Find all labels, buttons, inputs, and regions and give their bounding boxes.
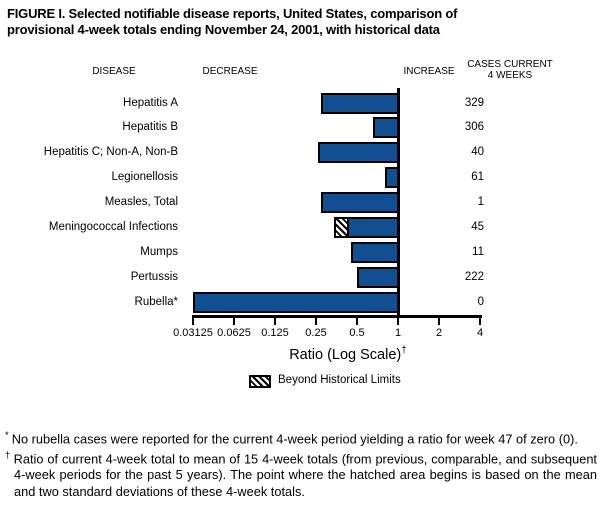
cases-value: 0: [477, 296, 484, 309]
asterisk-marker: *: [5, 430, 9, 441]
disease-label: Rubella*: [134, 296, 178, 309]
cases-value: 40: [471, 146, 484, 159]
header-cases-line1: CASES CURRENT: [467, 59, 553, 70]
axis-tick-label: 0.125: [261, 327, 289, 339]
axis-tick: [479, 318, 481, 325]
axis-tick-label: 0.5: [349, 327, 365, 339]
disease-label: Hepatitis A: [123, 96, 178, 109]
hatch-legend-swatch: [249, 375, 271, 388]
axis-tick-label: 0.0625: [217, 327, 251, 339]
dagger-marker: †: [5, 449, 11, 461]
axis-tick: [397, 318, 399, 325]
axis-tick: [315, 318, 317, 325]
header-decrease: DECREASE: [202, 66, 258, 77]
x-axis-title: Ratio (Log Scale)†: [195, 345, 501, 363]
dagger-superscript: †: [401, 345, 407, 356]
axis-tick: [192, 318, 194, 325]
ratio-bar: [318, 142, 400, 164]
cases-value: 61: [471, 171, 484, 184]
disease-label: Measles, Total: [104, 196, 178, 209]
disease-label: Meningococcal Infections: [48, 221, 178, 234]
ratio-bar: [320, 92, 400, 114]
x-axis-title-text: Ratio (Log Scale): [289, 346, 402, 363]
footnote-rubella: * No rubella cases were reported for the …: [5, 428, 597, 448]
footnote-ratio: † Ratio of current 4-week total to mean o…: [5, 448, 597, 500]
axis-tick-label: 2: [435, 327, 443, 339]
cases-value: 45: [471, 221, 484, 234]
axis-tick-label: 1: [394, 327, 402, 339]
axis-tick: [356, 318, 358, 325]
cases-value: 1: [477, 196, 484, 209]
ratio-one-baseline: [396, 88, 400, 318]
disease-label: Mumps: [140, 246, 178, 259]
cases-value: 329: [464, 96, 484, 109]
header-cases-line2: 4 WEEKS: [487, 69, 533, 81]
header-increase: INCREASE: [403, 66, 455, 77]
footnote-rubella-text: No rubella cases were reported for the c…: [11, 431, 578, 447]
ratio-bar: [357, 267, 400, 289]
figure-title-line2: provisional 4-week totals ending Novembe…: [7, 21, 440, 37]
disease-label: Legionellosis: [111, 171, 179, 184]
legend-label: Beyond Historical Limits: [278, 374, 401, 386]
ratio-bar: [334, 217, 400, 239]
axis-tick: [233, 318, 235, 325]
axis-tick-label: 0.03125: [173, 327, 213, 339]
header-cases-current: CASES CURRENT 4 WEEKS: [465, 59, 555, 81]
x-axis-line: [191, 315, 482, 318]
ratio-bar: [193, 292, 400, 314]
header-disease: DISEASE: [92, 66, 136, 77]
beyond-limits-hatch: [336, 219, 350, 237]
disease-label: Pertussis: [130, 271, 178, 284]
footnotes: * No rubella cases were reported for the …: [5, 428, 597, 500]
cases-value: 11: [472, 246, 484, 259]
disease-label: Hepatitis C; Non-A, Non-B: [43, 146, 178, 159]
figure-title-line1: FIGURE I. Selected notifiable disease re…: [7, 6, 458, 21]
footnote-ratio-text: Ratio of current 4-week total to mean of…: [13, 450, 597, 499]
figure-title: FIGURE I. Selected notifiable disease re…: [7, 6, 595, 37]
axis-tick-label: 4: [476, 327, 484, 339]
ratio-bar: [320, 192, 400, 214]
axis-tick: [274, 318, 276, 325]
cases-value: 222: [464, 271, 484, 284]
axis-tick-label: 0.25: [305, 327, 327, 339]
cases-value: 306: [464, 121, 484, 134]
ratio-bar: [350, 242, 400, 264]
axis-tick: [438, 318, 440, 325]
disease-label: Hepatitis B: [122, 121, 178, 134]
